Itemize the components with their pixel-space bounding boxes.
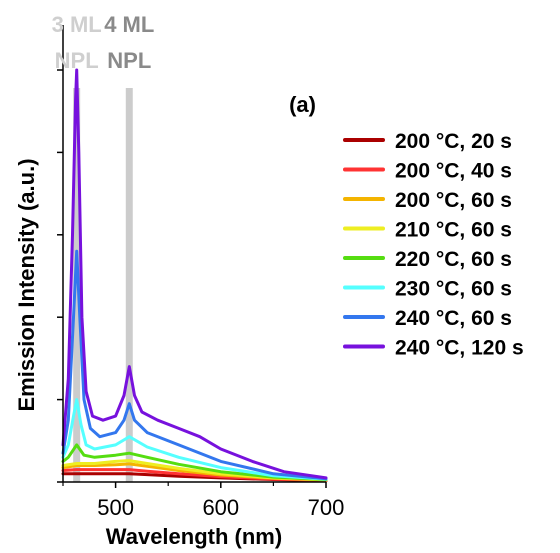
series-line-8 — [61, 68, 328, 480]
y-ticks — [57, 69, 63, 483]
legend-label-1: 200 °C, 20 s — [395, 130, 512, 153]
legend-label-5: 220 °C, 60 s — [395, 248, 512, 271]
legend-label-7: 240 °C, 60 s — [395, 307, 512, 330]
legend: 200 °C, 20 s 200 °C, 40 s 200 °C, 60 s 210 … — [343, 130, 524, 360]
series-line-5 — [61, 443, 328, 481]
axes — [62, 25, 326, 483]
band-highlights — [73, 88, 133, 482]
series-line-7 — [61, 249, 328, 481]
series-lines — [61, 68, 328, 483]
legend-label-6: 230 °C, 60 s — [395, 278, 512, 301]
legend-label-3: 200 °C, 60 s — [395, 189, 512, 212]
band-1 — [73, 88, 81, 482]
band-label-2-line1: 4 ML — [104, 12, 154, 37]
x-tick-label-700: 700 — [308, 495, 345, 520]
legend-label-4: 210 °C, 60 s — [395, 219, 512, 242]
series-line-6 — [61, 398, 328, 481]
band-2 — [125, 88, 133, 482]
x-axis-label: Wavelength (nm) — [106, 524, 282, 549]
x-tick-label-600: 600 — [202, 495, 239, 520]
band-label-1-line2: NPL — [55, 48, 99, 73]
y-axis-label: Emission Intensity (a.u.) — [14, 158, 39, 411]
x-tick-label-500: 500 — [97, 495, 134, 520]
legend-label-8: 240 °C, 120 s — [395, 337, 524, 360]
panel-label: (a) — [289, 92, 316, 117]
band-label-1-line1: 3 ML — [52, 12, 102, 37]
legend-label-2: 200 °C, 40 s — [395, 160, 512, 183]
x-ticks: 500 600 700 — [62, 482, 345, 520]
band-label-2-line2: NPL — [107, 48, 151, 73]
